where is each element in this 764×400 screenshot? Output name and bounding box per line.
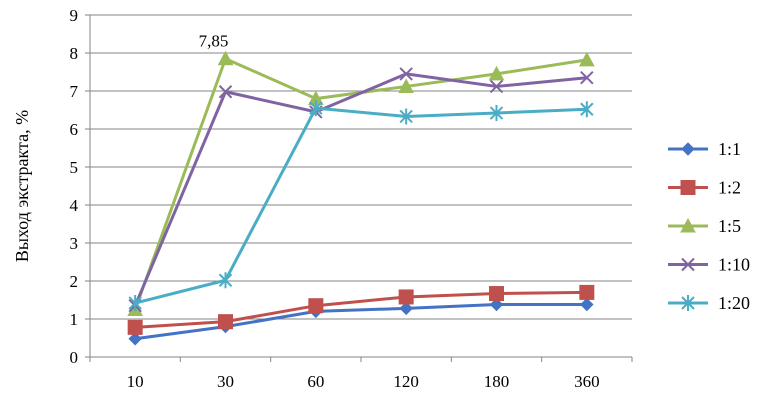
y-tick-label: 4: [70, 196, 79, 215]
data-point: [128, 295, 142, 312]
y-tick-label: 6: [70, 120, 79, 139]
legend-marker: [681, 142, 695, 156]
legend-label: 1:1: [718, 139, 741, 159]
x-tick-label: 360: [574, 372, 600, 391]
x-tick-label: 180: [484, 372, 510, 391]
data-annotation: 7,85: [199, 32, 229, 51]
data-point: [489, 297, 504, 312]
axes: [85, 14, 633, 362]
legend-marker: [681, 295, 695, 311]
y-tick-label: 8: [70, 44, 79, 63]
data-point: [399, 108, 413, 125]
series-line: [135, 290, 587, 329]
data-point: [218, 314, 233, 330]
data-point: [399, 301, 413, 316]
series-4: [128, 67, 594, 313]
legend: 1:1 1:2 1:5 1:10 1:20: [668, 139, 750, 313]
data-point: [308, 298, 324, 314]
y-tick-label: 2: [70, 272, 79, 291]
legend-item: 1:10: [668, 255, 750, 275]
data-point: [398, 289, 414, 305]
data-point: [398, 78, 415, 93]
legend-label: 1:10: [718, 255, 750, 275]
series-5: [128, 100, 594, 312]
y-tick-labels: 0 1 2 3 4 5 6 7 8 9: [70, 6, 79, 367]
series-group: [127, 50, 595, 346]
x-tick-label: 30: [217, 372, 234, 391]
data-point: [218, 272, 233, 289]
x-tick-label: 10: [127, 372, 144, 391]
series-line: [134, 106, 587, 305]
y-tick-label: 9: [70, 6, 79, 25]
data-point: [127, 319, 143, 335]
legend-marker: [680, 180, 696, 195]
y-tick-label: 0: [70, 348, 79, 367]
data-point: [579, 284, 595, 300]
data-point: [580, 101, 594, 118]
x-tick-label: 60: [307, 372, 324, 391]
y-tick-label: 1: [70, 310, 79, 329]
legend-label: 1:2: [718, 178, 741, 198]
data-point: [580, 297, 594, 312]
series-line: [134, 303, 587, 341]
y-tick-label: 3: [70, 234, 79, 253]
data-point: [218, 85, 233, 99]
y-axis-label: Выход экстракта, %: [12, 110, 32, 262]
legend-item: 1:20: [668, 293, 750, 313]
data-point: [217, 50, 234, 66]
x-tick-labels: 10 30 60 120 180 360: [127, 372, 600, 391]
data-point: [489, 79, 504, 94]
x-tick-label: 120: [393, 372, 419, 391]
legend-marker: [681, 257, 695, 272]
series-1: [128, 297, 594, 346]
data-point: [489, 286, 504, 302]
series-line: [133, 57, 588, 311]
data-point: [128, 332, 142, 346]
legend-label: 1:5: [718, 216, 741, 236]
series-line: [133, 72, 587, 307]
y-tick-label: 5: [70, 158, 79, 177]
data-point: [578, 51, 595, 67]
legend-marker: [680, 217, 696, 233]
legend-item: 1:2: [668, 178, 741, 198]
legend-item: 1:5: [668, 216, 741, 236]
data-point: [488, 65, 505, 81]
data-point: [309, 100, 323, 117]
legend-label: 1:20: [718, 293, 750, 313]
series-2: [127, 284, 595, 335]
y-tick-label: 7: [70, 82, 79, 101]
legend-item: 1:1: [668, 139, 741, 159]
data-point: [489, 105, 504, 122]
gridlines: [90, 14, 632, 320]
data-point: [580, 70, 594, 85]
data-point: [399, 67, 413, 81]
